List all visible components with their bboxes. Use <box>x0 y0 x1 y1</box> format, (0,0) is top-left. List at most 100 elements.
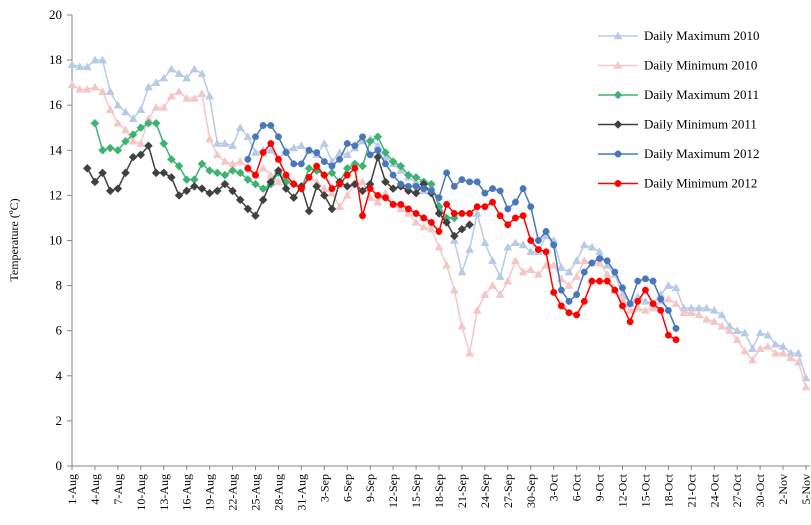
data-point <box>182 93 192 102</box>
x-tick-label: 3-Sep <box>317 474 331 502</box>
data-point <box>290 160 298 168</box>
data-point <box>512 214 519 222</box>
data-point <box>359 212 366 220</box>
data-point <box>542 228 550 235</box>
data-point <box>412 209 420 217</box>
data-point <box>389 200 397 208</box>
data-point <box>572 272 582 280</box>
data-point <box>365 136 375 146</box>
data-point <box>588 259 596 267</box>
data-point <box>702 314 712 323</box>
data-point <box>511 238 520 247</box>
x-tick-label: 27-Sep <box>501 474 515 508</box>
x-tick-label: 30-Sep <box>524 474 538 508</box>
data-point <box>489 198 496 206</box>
data-point <box>442 218 451 227</box>
data-point <box>458 176 466 184</box>
data-point <box>90 118 100 128</box>
data-point <box>105 186 115 196</box>
data-point <box>174 69 184 77</box>
data-point <box>174 161 184 171</box>
data-point <box>565 309 573 317</box>
data-point <box>489 185 496 193</box>
data-point <box>611 286 619 294</box>
data-point <box>382 160 389 168</box>
data-point <box>732 335 742 343</box>
data-point <box>404 182 412 190</box>
data-point <box>411 217 421 226</box>
data-point <box>770 339 780 348</box>
data-point <box>755 344 765 352</box>
data-point <box>351 164 359 172</box>
y-tick-label: 6 <box>56 323 63 338</box>
data-point <box>197 184 207 193</box>
data-point <box>473 178 481 186</box>
data-point <box>189 182 199 191</box>
data-point <box>174 191 184 200</box>
data-point <box>259 149 267 157</box>
data-point <box>144 141 153 151</box>
data-point <box>580 268 588 276</box>
data-point <box>251 211 260 221</box>
data-point <box>373 197 383 206</box>
data-point <box>267 122 275 129</box>
data-point <box>709 317 719 325</box>
x-tick-label: 2-Nov <box>776 474 790 505</box>
data-point <box>664 306 672 314</box>
data-point <box>205 188 214 198</box>
data-point <box>90 55 100 64</box>
legend-label: Daily Maximum 2011 <box>644 87 759 102</box>
data-point <box>128 136 138 145</box>
data-point <box>625 305 635 314</box>
y-tick-label: 10 <box>49 233 62 248</box>
data-point <box>495 290 505 298</box>
data-point <box>381 177 390 187</box>
data-point <box>573 291 581 299</box>
data-point <box>534 246 542 253</box>
x-tick-label: 6-Oct <box>570 473 584 501</box>
data-point <box>128 152 138 162</box>
data-point <box>235 157 245 165</box>
y-tick-label: 16 <box>49 97 63 112</box>
data-point <box>304 206 314 216</box>
data-point <box>503 276 513 285</box>
data-point <box>672 324 680 332</box>
data-point <box>105 87 115 95</box>
data-point <box>450 182 458 190</box>
data-point <box>212 186 222 196</box>
data-point <box>550 288 558 296</box>
data-point <box>763 330 773 339</box>
data-point <box>457 267 467 276</box>
data-point <box>98 168 107 178</box>
data-point <box>778 348 788 357</box>
data-point <box>519 212 527 220</box>
data-point <box>281 184 291 193</box>
data-point <box>328 162 336 170</box>
data-point <box>166 64 176 73</box>
data-point <box>67 60 77 68</box>
data-point <box>274 166 283 175</box>
x-tick-label: 13-Aug <box>157 474 171 511</box>
data-point <box>212 150 222 159</box>
data-point <box>457 224 467 234</box>
data-point <box>557 302 565 310</box>
data-point <box>359 133 366 141</box>
data-point <box>663 281 673 289</box>
x-tick-label: 24-Sep <box>478 474 492 508</box>
data-point <box>136 139 146 147</box>
data-point <box>488 281 497 289</box>
data-point <box>465 348 475 357</box>
data-point <box>686 308 696 316</box>
x-tick-label: 25-Aug <box>249 474 263 511</box>
x-tick-label: 12-Sep <box>386 474 400 508</box>
data-point <box>603 257 611 265</box>
data-point <box>412 182 420 190</box>
x-tick-label: 21-Sep <box>455 474 469 508</box>
data-point <box>473 203 481 211</box>
data-point <box>603 277 611 285</box>
data-point <box>657 295 665 303</box>
legend-label: Daily Minimum 2011 <box>644 117 757 132</box>
y-axis-label: Temperature (ºC) <box>7 198 21 281</box>
data-point <box>366 151 374 159</box>
data-point <box>159 168 169 178</box>
